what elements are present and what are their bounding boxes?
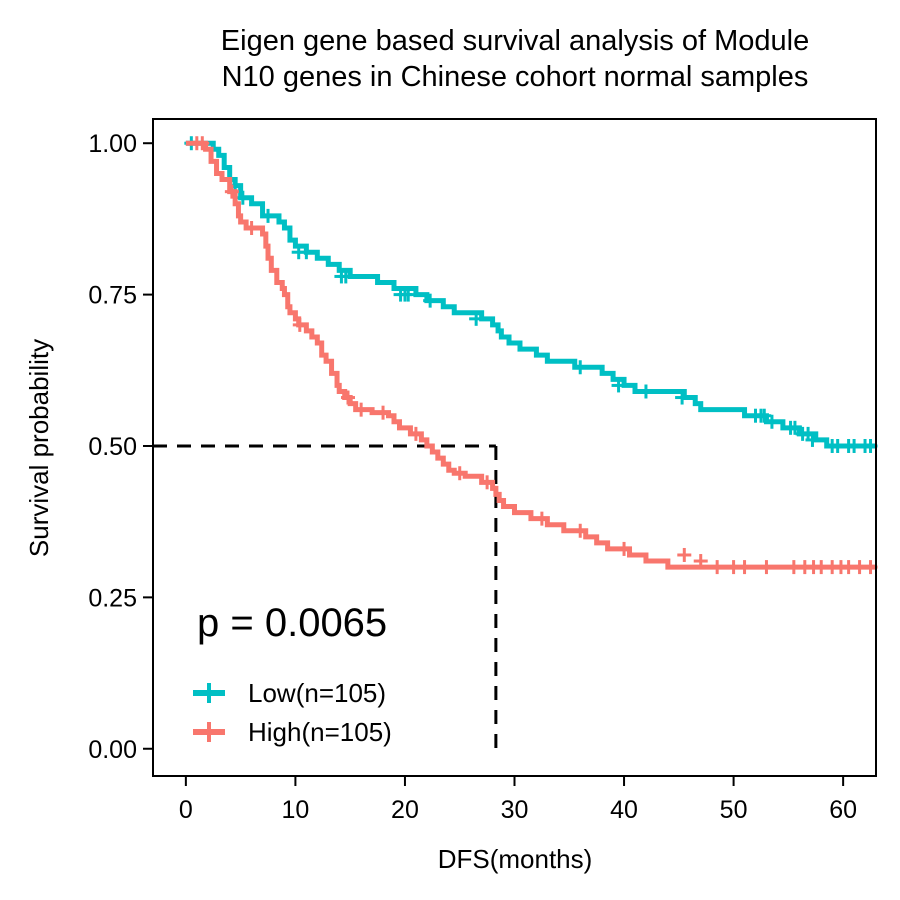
censor-mark-low [299, 245, 314, 260]
censor-mark-high [292, 317, 307, 332]
censor-mark-high [737, 560, 752, 575]
x-axis-label: DFS(months) [438, 844, 593, 874]
y-tick-label: 1.00 [88, 130, 137, 158]
x-tick-label: 60 [829, 796, 857, 824]
x-tick-label: 50 [720, 796, 748, 824]
censor-mark-low [235, 190, 250, 205]
y-tick-label: 0.50 [88, 433, 137, 461]
y-axis-label: Survival probability [24, 339, 54, 557]
censor-mark-high [408, 426, 423, 441]
censor-mark-low [675, 390, 690, 405]
legend-label-high: High(n=105) [248, 717, 392, 747]
legend-label-low: Low(n=105) [248, 678, 386, 708]
censor-mark-low [401, 287, 416, 302]
censor-mark-low [757, 408, 772, 423]
censor-mark-high [693, 554, 708, 569]
x-tick-label: 0 [179, 796, 193, 824]
censor-mark-high [617, 541, 632, 556]
y-axis: 0.00 0.25 0.50 0.75 1.00 [88, 130, 153, 764]
censor-mark-high [677, 547, 692, 562]
x-tick-label: 40 [610, 796, 638, 824]
plot-area [153, 136, 878, 749]
chart-title-line-1: Eigen gene based survival analysis of Mo… [221, 25, 809, 57]
censor-mark-low [805, 432, 820, 447]
censor-mark-low [573, 360, 588, 375]
censor-mark-high [573, 523, 588, 538]
censor-mark-high [759, 560, 774, 575]
censor-mark-high [354, 402, 369, 417]
y-tick-label: 0.25 [88, 584, 137, 612]
x-axis: 0 10 20 30 40 50 60 [179, 776, 857, 824]
censor-mark-low [423, 293, 438, 308]
censor-mark-low [764, 414, 779, 429]
survival-curve-low [185, 140, 876, 449]
censor-mark-low [611, 378, 626, 393]
x-tick-label: 30 [501, 796, 529, 824]
censor-mark-high [340, 390, 355, 405]
censor-mark-low [338, 269, 353, 284]
censor-mark-high [534, 511, 549, 526]
censor-mark-high [195, 136, 210, 151]
censor-mark-high [710, 560, 725, 575]
chart-title-line-2: N10 genes in Chinese cohort normal sampl… [222, 61, 809, 93]
legend: Low(n=105) High(n=105) [193, 678, 392, 747]
y-tick-label: 0.00 [88, 736, 137, 764]
censor-mark-high [244, 220, 259, 235]
p-value-label: p = 0.0065 [197, 601, 387, 645]
censor-mark-low [787, 420, 802, 435]
x-tick-label: 20 [391, 796, 419, 824]
censor-mark-high [376, 405, 391, 420]
legend-item-low: Low(n=105) [193, 678, 386, 708]
legend-item-high: High(n=105) [193, 717, 392, 747]
censor-mark-low [469, 311, 484, 326]
y-tick-label: 0.75 [88, 282, 137, 310]
censor-mark-high [452, 466, 467, 481]
censor-mark-high [480, 475, 495, 490]
survival-curve-high [185, 140, 876, 570]
censor-mark-high [224, 184, 239, 199]
x-tick-label: 10 [282, 796, 310, 824]
censor-mark-low [638, 384, 653, 399]
censor-mark-low [261, 208, 276, 223]
